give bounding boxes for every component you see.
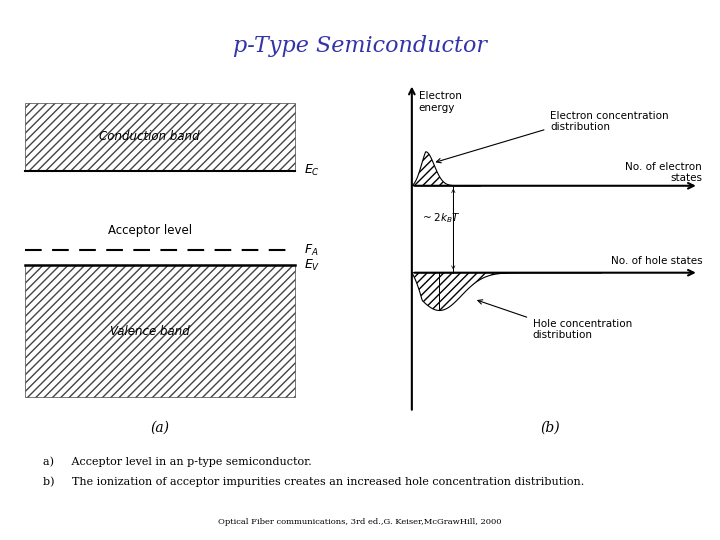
Text: Hole concentration
distribution: Hole concentration distribution	[533, 319, 632, 340]
Text: No. of hole states: No. of hole states	[611, 256, 702, 266]
Text: Valence band: Valence band	[110, 325, 189, 338]
Text: p-Type Semiconductor: p-Type Semiconductor	[233, 35, 487, 57]
Bar	[24, 103, 295, 171]
Text: $F_A$: $F_A$	[304, 242, 318, 258]
Polygon shape	[412, 152, 481, 186]
Text: Optical Fiber communications, 3rd ed.,G. Keiser,McGrawHill, 2000: Optical Fiber communications, 3rd ed.,G.…	[218, 518, 502, 526]
Text: b)     The ionization of acceptor impurities creates an increased hole concentra: b) The ionization of acceptor impurities…	[43, 476, 585, 487]
Text: Conduction band: Conduction band	[99, 130, 200, 143]
Text: No. of electron
states: No. of electron states	[626, 162, 702, 184]
Text: $E_V$: $E_V$	[304, 258, 320, 273]
Text: a)     Acceptor level in an p-type semiconductor.: a) Acceptor level in an p-type semicondu…	[43, 456, 312, 467]
Text: ~ $2k_BT$: ~ $2k_BT$	[422, 211, 461, 225]
Text: Electron concentration
distribution: Electron concentration distribution	[550, 111, 669, 132]
Text: Electron
energy: Electron energy	[419, 91, 462, 113]
Bar	[24, 265, 295, 397]
Text: (b): (b)	[540, 421, 560, 435]
Text: Acceptor level: Acceptor level	[108, 224, 192, 237]
Text: (a): (a)	[150, 421, 169, 435]
Text: $E_C$: $E_C$	[304, 163, 320, 178]
Polygon shape	[412, 273, 602, 310]
